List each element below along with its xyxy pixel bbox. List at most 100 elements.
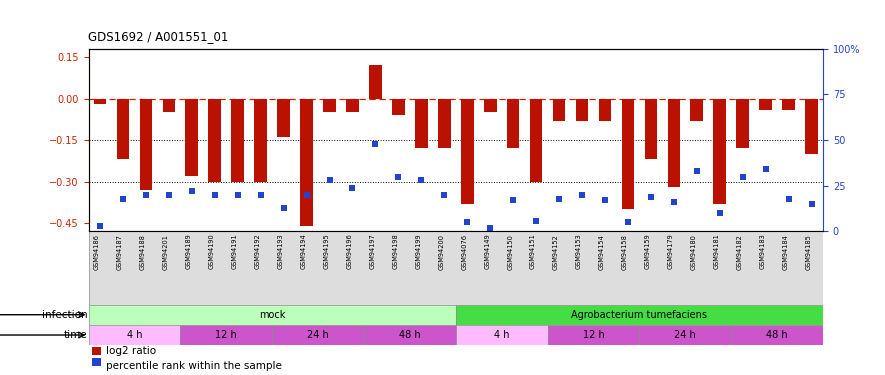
Text: GSM94200: GSM94200 xyxy=(438,234,444,270)
Bar xyxy=(530,99,543,182)
Text: GSM94198: GSM94198 xyxy=(392,234,398,269)
Point xyxy=(139,192,153,198)
Point xyxy=(712,210,727,216)
Point xyxy=(93,223,107,229)
Bar xyxy=(273,325,364,345)
Text: GSM94179: GSM94179 xyxy=(668,234,673,269)
Point xyxy=(345,184,359,190)
Bar xyxy=(94,99,106,104)
Bar xyxy=(644,99,658,159)
Bar xyxy=(231,99,244,182)
Point xyxy=(162,192,176,198)
Point xyxy=(368,141,382,147)
Text: GDS1692 / A001551_01: GDS1692 / A001551_01 xyxy=(88,30,229,43)
Bar xyxy=(461,99,473,204)
Point xyxy=(460,219,474,225)
Text: time: time xyxy=(64,330,88,340)
Text: 12 h: 12 h xyxy=(582,330,604,340)
Text: GSM94195: GSM94195 xyxy=(324,234,329,269)
Bar xyxy=(456,304,823,325)
Text: GSM94196: GSM94196 xyxy=(347,234,352,269)
Bar xyxy=(92,347,101,355)
Point xyxy=(116,196,130,202)
Point xyxy=(437,192,451,198)
Bar xyxy=(759,99,772,109)
Bar xyxy=(323,99,335,112)
Point xyxy=(781,196,796,202)
Text: 48 h: 48 h xyxy=(766,330,788,340)
Text: GSM94149: GSM94149 xyxy=(484,234,490,269)
Text: mock: mock xyxy=(259,310,285,320)
Bar xyxy=(140,99,152,190)
Bar xyxy=(346,99,358,112)
Text: GSM94182: GSM94182 xyxy=(736,234,743,270)
Text: GSM94180: GSM94180 xyxy=(691,234,696,270)
Text: GSM94185: GSM94185 xyxy=(805,234,812,270)
Point xyxy=(689,168,704,174)
Text: GSM94191: GSM94191 xyxy=(232,234,238,269)
Text: GSM94190: GSM94190 xyxy=(209,234,215,269)
Point xyxy=(735,174,750,180)
Point xyxy=(414,177,428,183)
Point xyxy=(231,192,245,198)
Bar xyxy=(667,99,681,187)
Bar xyxy=(507,99,519,148)
Bar xyxy=(163,99,175,112)
Bar xyxy=(277,99,290,137)
Text: 4 h: 4 h xyxy=(127,330,142,340)
Bar xyxy=(88,325,181,345)
Text: log2 ratio: log2 ratio xyxy=(106,346,157,355)
Text: GSM94199: GSM94199 xyxy=(415,234,421,269)
Point xyxy=(529,217,543,223)
Text: GSM94201: GSM94201 xyxy=(163,234,169,270)
Point xyxy=(804,201,819,207)
Text: infection: infection xyxy=(42,310,88,320)
Bar xyxy=(782,99,795,109)
Bar xyxy=(553,99,566,121)
Bar xyxy=(456,325,548,345)
Text: GSM94194: GSM94194 xyxy=(301,234,306,269)
Text: Agrobacterium tumefaciens: Agrobacterium tumefaciens xyxy=(572,310,707,320)
Bar xyxy=(364,325,456,345)
Bar xyxy=(731,325,823,345)
Text: GSM94184: GSM94184 xyxy=(782,234,789,270)
Point xyxy=(575,192,589,198)
Text: GSM94152: GSM94152 xyxy=(553,234,559,270)
Text: GSM94186: GSM94186 xyxy=(94,234,100,270)
Text: GSM94151: GSM94151 xyxy=(530,234,536,269)
Bar xyxy=(415,99,427,148)
Point xyxy=(483,225,497,231)
Text: GSM94158: GSM94158 xyxy=(622,234,628,270)
Point xyxy=(185,188,199,194)
Text: GSM94188: GSM94188 xyxy=(140,234,146,270)
Text: GSM94181: GSM94181 xyxy=(714,234,720,269)
Point xyxy=(598,197,612,203)
Point xyxy=(299,192,313,198)
Bar xyxy=(484,99,496,112)
Point xyxy=(254,192,268,198)
Bar xyxy=(117,99,129,159)
Point xyxy=(621,219,635,225)
Text: GSM94192: GSM94192 xyxy=(255,234,261,269)
Text: 24 h: 24 h xyxy=(674,330,696,340)
Text: 24 h: 24 h xyxy=(307,330,329,340)
Text: GSM94150: GSM94150 xyxy=(507,234,513,270)
Text: GSM94183: GSM94183 xyxy=(759,234,766,269)
Point xyxy=(506,197,520,203)
Text: GSM94154: GSM94154 xyxy=(599,234,605,270)
Point xyxy=(208,192,222,198)
Bar xyxy=(369,65,381,99)
Bar xyxy=(438,99,450,148)
Text: 4 h: 4 h xyxy=(494,330,510,340)
Text: GSM94197: GSM94197 xyxy=(369,234,375,269)
Text: GSM94187: GSM94187 xyxy=(117,234,123,270)
Point xyxy=(391,174,405,180)
Bar xyxy=(88,304,456,325)
Bar xyxy=(392,99,404,115)
Point xyxy=(276,205,290,211)
Text: GSM94153: GSM94153 xyxy=(576,234,582,269)
Bar xyxy=(209,99,221,182)
Bar xyxy=(736,99,749,148)
Text: percentile rank within the sample: percentile rank within the sample xyxy=(106,361,282,370)
Text: GSM94193: GSM94193 xyxy=(278,234,283,269)
